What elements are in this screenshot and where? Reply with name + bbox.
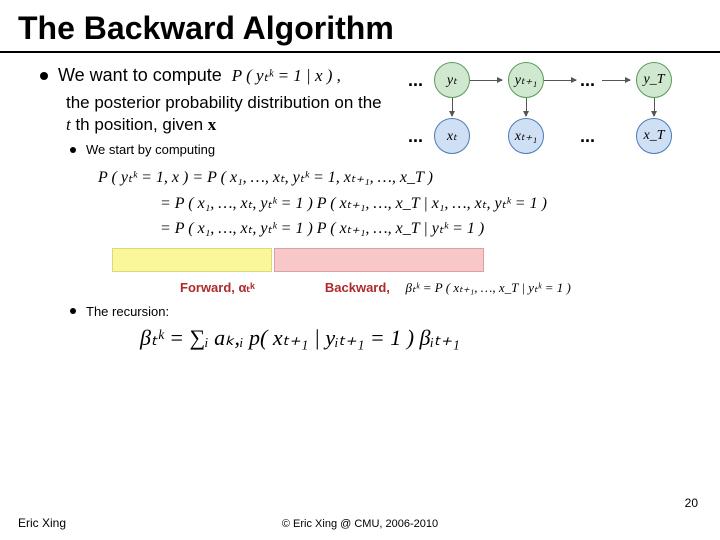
- backward-label-text: Backward,: [325, 280, 390, 295]
- backward-box: [274, 248, 484, 272]
- dots-icon: ...: [408, 126, 423, 147]
- arrow-icon: [544, 80, 576, 81]
- node-xt: xₜ: [434, 118, 470, 154]
- arrow-icon: [452, 98, 453, 116]
- posterior-line2b: th position, given: [71, 115, 208, 134]
- eq-line-2: = P ( x₁, …, xₜ, yₜᵏ = 1 ) P ( xₜ₊₁, …, …: [160, 191, 720, 217]
- recursion-formula: βₜᵏ = ∑ᵢ aₖ,ᵢ p( xₜ₊₁ | yᵢₜ₊₁ = 1 ) βᵢₜ₊…: [140, 325, 720, 351]
- equation-block: P ( yₜᵏ = 1, x ) = P ( x₁, …, xₜ, yₜᵏ = …: [98, 165, 720, 242]
- backward-label: Backward, βₜᵏ = P ( xₜ₊₁, …, x_T | yₜᵏ =…: [325, 280, 571, 296]
- arrow-icon: [602, 80, 630, 81]
- forward-backward-boxes: [112, 248, 492, 274]
- bullet-dot-icon: [40, 72, 48, 80]
- dots-icon: ...: [580, 126, 595, 147]
- bullet-dot-icon: [70, 147, 76, 153]
- posterior-line1: the posterior probability distribution o…: [66, 93, 382, 112]
- dots-icon: ...: [408, 70, 423, 91]
- recursion-label: The recursion:: [86, 304, 169, 319]
- fb-labels: Forward, αₜᵏ Backward, βₜᵏ = P ( xₜ₊₁, ……: [180, 280, 720, 296]
- forward-box: [112, 248, 272, 272]
- slide-title: The Backward Algorithm: [0, 0, 720, 53]
- posterior-x: x: [208, 115, 217, 134]
- node-yt: yₜ: [434, 62, 470, 98]
- formula-posterior: P ( yₜᵏ = 1 | x ) ,: [232, 66, 341, 86]
- forward-label: Forward, αₜᵏ: [180, 280, 255, 296]
- footer-copyright: © Eric Xing @ CMU, 2006-2010: [282, 518, 438, 530]
- eq-line-3: = P ( x₁, …, xₜ, yₜᵏ = 1 ) P ( xₜ₊₁, …, …: [160, 216, 720, 242]
- dots-icon: ...: [580, 70, 595, 91]
- footer-author: Eric Xing: [18, 516, 66, 530]
- node-yt1: yₜ₊₁: [508, 62, 544, 98]
- bullet-dot-icon: [70, 308, 76, 314]
- backward-formula: βₜᵏ = P ( xₜ₊₁, …, x_T | yₜᵏ = 1 ): [406, 280, 571, 295]
- node-xT: x_T: [636, 118, 672, 154]
- node-xt1: xₜ₊₁: [508, 118, 544, 154]
- recursion-bullet: The recursion:: [70, 304, 720, 319]
- hmm-diagram: ... yₜ yₜ₊₁ ... y_T ... xₜ xₜ₊₁ ... x_T: [408, 62, 708, 172]
- arrow-icon: [470, 80, 502, 81]
- footer-page-number: 20: [685, 496, 698, 510]
- arrow-icon: [654, 98, 655, 116]
- node-yT: y_T: [636, 62, 672, 98]
- arrow-icon: [526, 98, 527, 116]
- sub-bullet-text: We start by computing: [86, 142, 215, 157]
- bullet-1-text: We want to compute: [58, 65, 222, 86]
